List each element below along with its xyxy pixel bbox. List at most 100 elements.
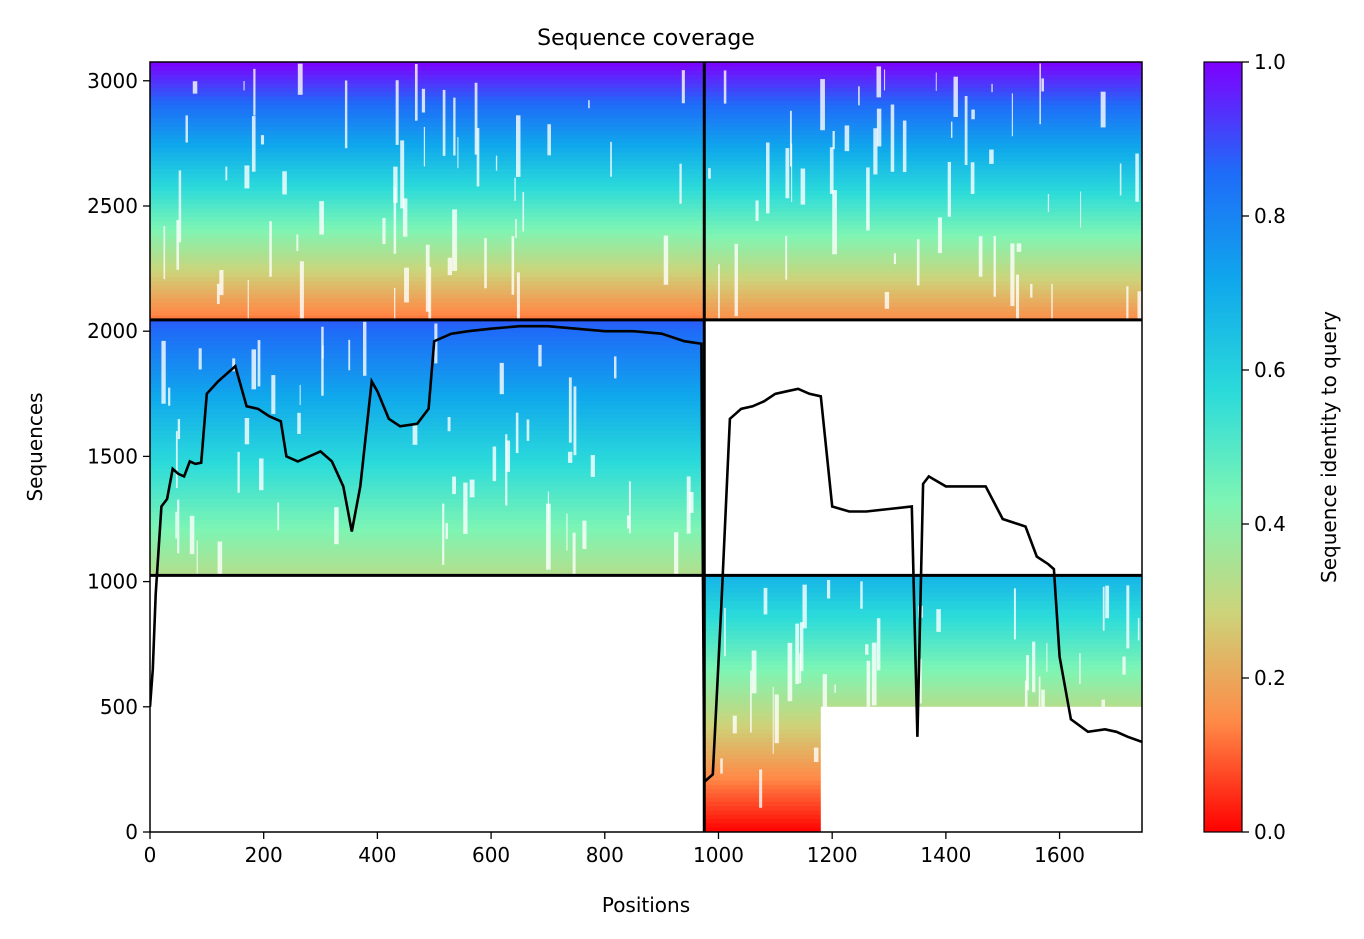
gap-streak [216, 283, 220, 305]
gap-streak [865, 644, 869, 655]
gap-streak [421, 88, 426, 113]
gap-streak [834, 195, 837, 208]
gap-streak [299, 384, 301, 405]
gap-streak [400, 140, 405, 209]
heatmap-band [704, 703, 1142, 709]
heatmap-band [704, 635, 1142, 641]
heatmap-band [150, 353, 705, 359]
heatmap-band [704, 169, 1142, 175]
gap-streak [251, 349, 257, 390]
gap-streak [225, 166, 228, 181]
gap-streak [663, 235, 669, 285]
heatmap-band [150, 87, 705, 93]
heatmap-band [150, 515, 705, 521]
heatmap-band [704, 302, 1142, 308]
heatmap-band [150, 447, 705, 453]
gap-streak [568, 377, 572, 443]
y-tick-label: 3000 [87, 69, 138, 93]
gap-streak [476, 128, 480, 187]
gap-streak [1137, 618, 1140, 641]
heatmap-band [150, 545, 705, 551]
gap-streak [902, 120, 907, 173]
gap-streak [1016, 243, 1022, 252]
gap-streak [970, 162, 975, 194]
gap-streak [567, 451, 573, 463]
gap-streak [732, 715, 737, 734]
heatmap-band [704, 199, 1142, 205]
gap-streak [515, 412, 519, 454]
gap-streak [189, 515, 195, 555]
heatmap-band [150, 139, 705, 145]
heatmap-band [150, 439, 705, 444]
coverage-heatmap [150, 62, 1142, 832]
heatmap-band [704, 686, 1142, 692]
gap-streak [763, 587, 768, 615]
heatmap-band [704, 660, 1142, 666]
gap-streak [1046, 643, 1048, 672]
gap-streak [299, 261, 304, 332]
heatmap-band [704, 79, 1142, 85]
heatmap-band [150, 485, 705, 491]
heatmap-band [704, 626, 1142, 632]
gap-streak [1041, 689, 1045, 717]
gap-streak [244, 417, 250, 445]
heatmap-band [150, 460, 705, 466]
gap-streak [260, 135, 265, 145]
heatmap-band [150, 366, 705, 372]
x-tick-label: 0 [144, 843, 157, 867]
gap-streak [876, 108, 882, 147]
gap-streak [1047, 194, 1050, 212]
heatmap-band [150, 74, 705, 80]
heatmap-band [150, 379, 705, 385]
heatmap-band [150, 392, 705, 398]
heatmap-band [704, 104, 1142, 110]
heatmap-band [150, 524, 705, 530]
heatmap-band [150, 233, 705, 239]
colorbar-tick-label: 0.2 [1254, 666, 1286, 690]
gap-streak [412, 425, 418, 445]
heatmap-band [704, 130, 1142, 136]
gap-streak [526, 419, 530, 441]
gap-streak [192, 81, 198, 94]
gap-streak [442, 503, 445, 565]
heatmap-band [150, 388, 705, 393]
gap-streak [161, 340, 166, 404]
gap-streak [1016, 274, 1020, 329]
heatmap-band [704, 592, 1142, 598]
heatmap-band [704, 690, 1142, 696]
heatmap-band [704, 109, 1142, 115]
gap-streak [724, 607, 726, 657]
heatmap-band [704, 311, 1142, 317]
gap-streak [971, 109, 975, 120]
heatmap-band [150, 79, 705, 85]
gap-streak [177, 499, 180, 554]
heatmap-band [704, 307, 1142, 312]
gap-streak [1041, 78, 1044, 92]
heatmap-band [704, 255, 1142, 261]
heatmap-band [150, 417, 705, 423]
heatmap-band [704, 682, 1142, 688]
heatmap-band [704, 147, 1142, 153]
gap-streak [1126, 286, 1129, 359]
heatmap-band [704, 579, 1142, 585]
heatmap-band [150, 413, 705, 419]
gap-streak [734, 243, 738, 317]
gap-streak [463, 482, 468, 534]
heatmap-band [704, 639, 1142, 645]
heatmap-band [150, 336, 705, 342]
y-tick-label: 1500 [87, 444, 138, 468]
heatmap-band [704, 70, 1142, 76]
heatmap-band [704, 83, 1142, 89]
gap-streak [469, 479, 475, 498]
heatmap-band [150, 358, 705, 364]
gap-streak [1126, 585, 1130, 649]
heatmap-band [704, 233, 1142, 239]
heatmap-band [150, 208, 705, 214]
heatmap-band [150, 422, 705, 427]
gap-streak [802, 584, 807, 629]
heatmap-band [150, 473, 705, 479]
y-axis-ticks: 0 500 1000 1500 2000 2500 3000 [87, 69, 150, 844]
heatmap-band [704, 652, 1142, 658]
gap-streak [296, 234, 299, 251]
heatmap-band [704, 285, 1142, 291]
